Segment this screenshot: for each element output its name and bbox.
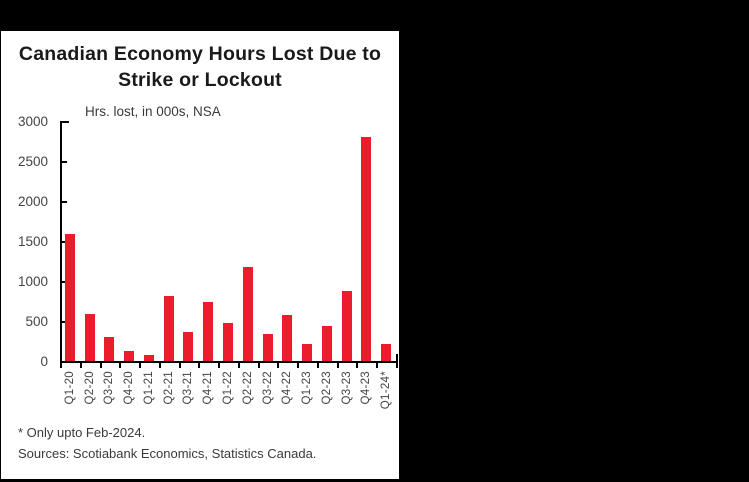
x-tick-label: Q1-24* (380, 371, 393, 410)
chart-title-line2: Strike or Lockout (118, 69, 282, 91)
x-tick (178, 363, 181, 368)
x-axis (60, 361, 398, 363)
x-tick-label: Q2-22 (241, 371, 254, 405)
x-tick-label: Q3-23 (340, 371, 353, 405)
x-tick-label: Q1-20 (63, 371, 76, 405)
x-tick (396, 363, 398, 368)
x-tick (237, 363, 240, 368)
bar-Q2-21 (163, 296, 174, 361)
y-tick-label: 3000 (17, 114, 48, 129)
sources-line: Sources: Scotiabank Economics, Statistic… (18, 446, 317, 461)
bar-Q2-22 (242, 267, 253, 361)
x-tick-label: Q4-20 (123, 371, 136, 405)
y-tick (62, 161, 67, 163)
bar-Q1-24* (381, 343, 392, 361)
chart-title-line1: Canadian Economy Hours Lost Due to (18, 43, 382, 65)
x-tick-label: Q1-22 (222, 371, 234, 405)
chart-title: Canadian Economy Hours Lost Due to Strik… (1, 41, 399, 93)
x-tick (60, 363, 62, 368)
footnote: * Only upto Feb-2024. (18, 425, 146, 440)
bar-Q2-20 (84, 313, 95, 361)
x-tick (316, 363, 319, 368)
y-tick (62, 281, 67, 283)
bar-Q1-21 (143, 355, 154, 361)
bar-Q1-22 (223, 322, 233, 361)
x-tick-label: Q4-21 (202, 371, 215, 405)
x-tick (356, 363, 359, 368)
x-tick-label: Q3-21 (182, 371, 195, 405)
y-tick (62, 241, 67, 243)
y-tick-label: 2000 (17, 194, 48, 209)
x-tick-label: Q3-22 (261, 371, 274, 405)
x-tick (376, 363, 379, 368)
x-tick-label: Q2-23 (320, 371, 333, 405)
y-tick (62, 321, 67, 323)
y-axis (60, 121, 62, 363)
bar-Q4-21 (203, 302, 214, 361)
bar-Q3-23 (341, 290, 352, 361)
chart-card: Canadian Economy Hours Lost Due to Strik… (1, 31, 399, 479)
y-tick (62, 201, 67, 203)
x-tick (139, 363, 142, 368)
x-tick-label: Q2-20 (83, 371, 96, 405)
x-tick-label: Q3-20 (103, 371, 116, 405)
x-tick (297, 363, 300, 368)
x-tick (336, 363, 339, 368)
x-tick-label: Q1-23 (301, 371, 314, 405)
x-tick (198, 363, 201, 368)
bar-Q3-22 (262, 333, 273, 361)
bar-Q1-23 (302, 343, 313, 361)
x-tick-label: Q2-21 (162, 371, 175, 405)
bar-Q1-20 (64, 233, 75, 361)
x-tick (158, 363, 161, 368)
bar-Q3-21 (183, 331, 194, 361)
y-tick-label: 500 (25, 314, 48, 329)
x-tick (218, 363, 221, 368)
x-axis-cap (396, 354, 398, 361)
y-tick-label: 1000 (17, 274, 48, 289)
chart-subtitle: Hrs. lost, in 000s, NSA (85, 104, 221, 119)
bar-Q4-20 (124, 351, 135, 361)
x-tick-label: Q4-23 (360, 371, 373, 405)
y-tick-label: 2500 (17, 154, 48, 169)
x-tick (79, 363, 82, 368)
bar-Q2-23 (321, 325, 332, 361)
x-tick-label: Q4-22 (281, 371, 294, 405)
bar-Q4-22 (282, 315, 293, 361)
y-tick-label: 1500 (17, 234, 48, 249)
bar-Q3-20 (104, 337, 115, 361)
x-tick (277, 363, 280, 368)
y-tick-label: 0 (40, 354, 48, 369)
x-tick-label: Q1-21 (142, 371, 155, 405)
x-tick (257, 363, 260, 368)
bar-Q4-23 (361, 137, 372, 361)
x-tick (119, 363, 122, 368)
x-tick (99, 363, 102, 368)
y-axis-cap (60, 121, 69, 123)
